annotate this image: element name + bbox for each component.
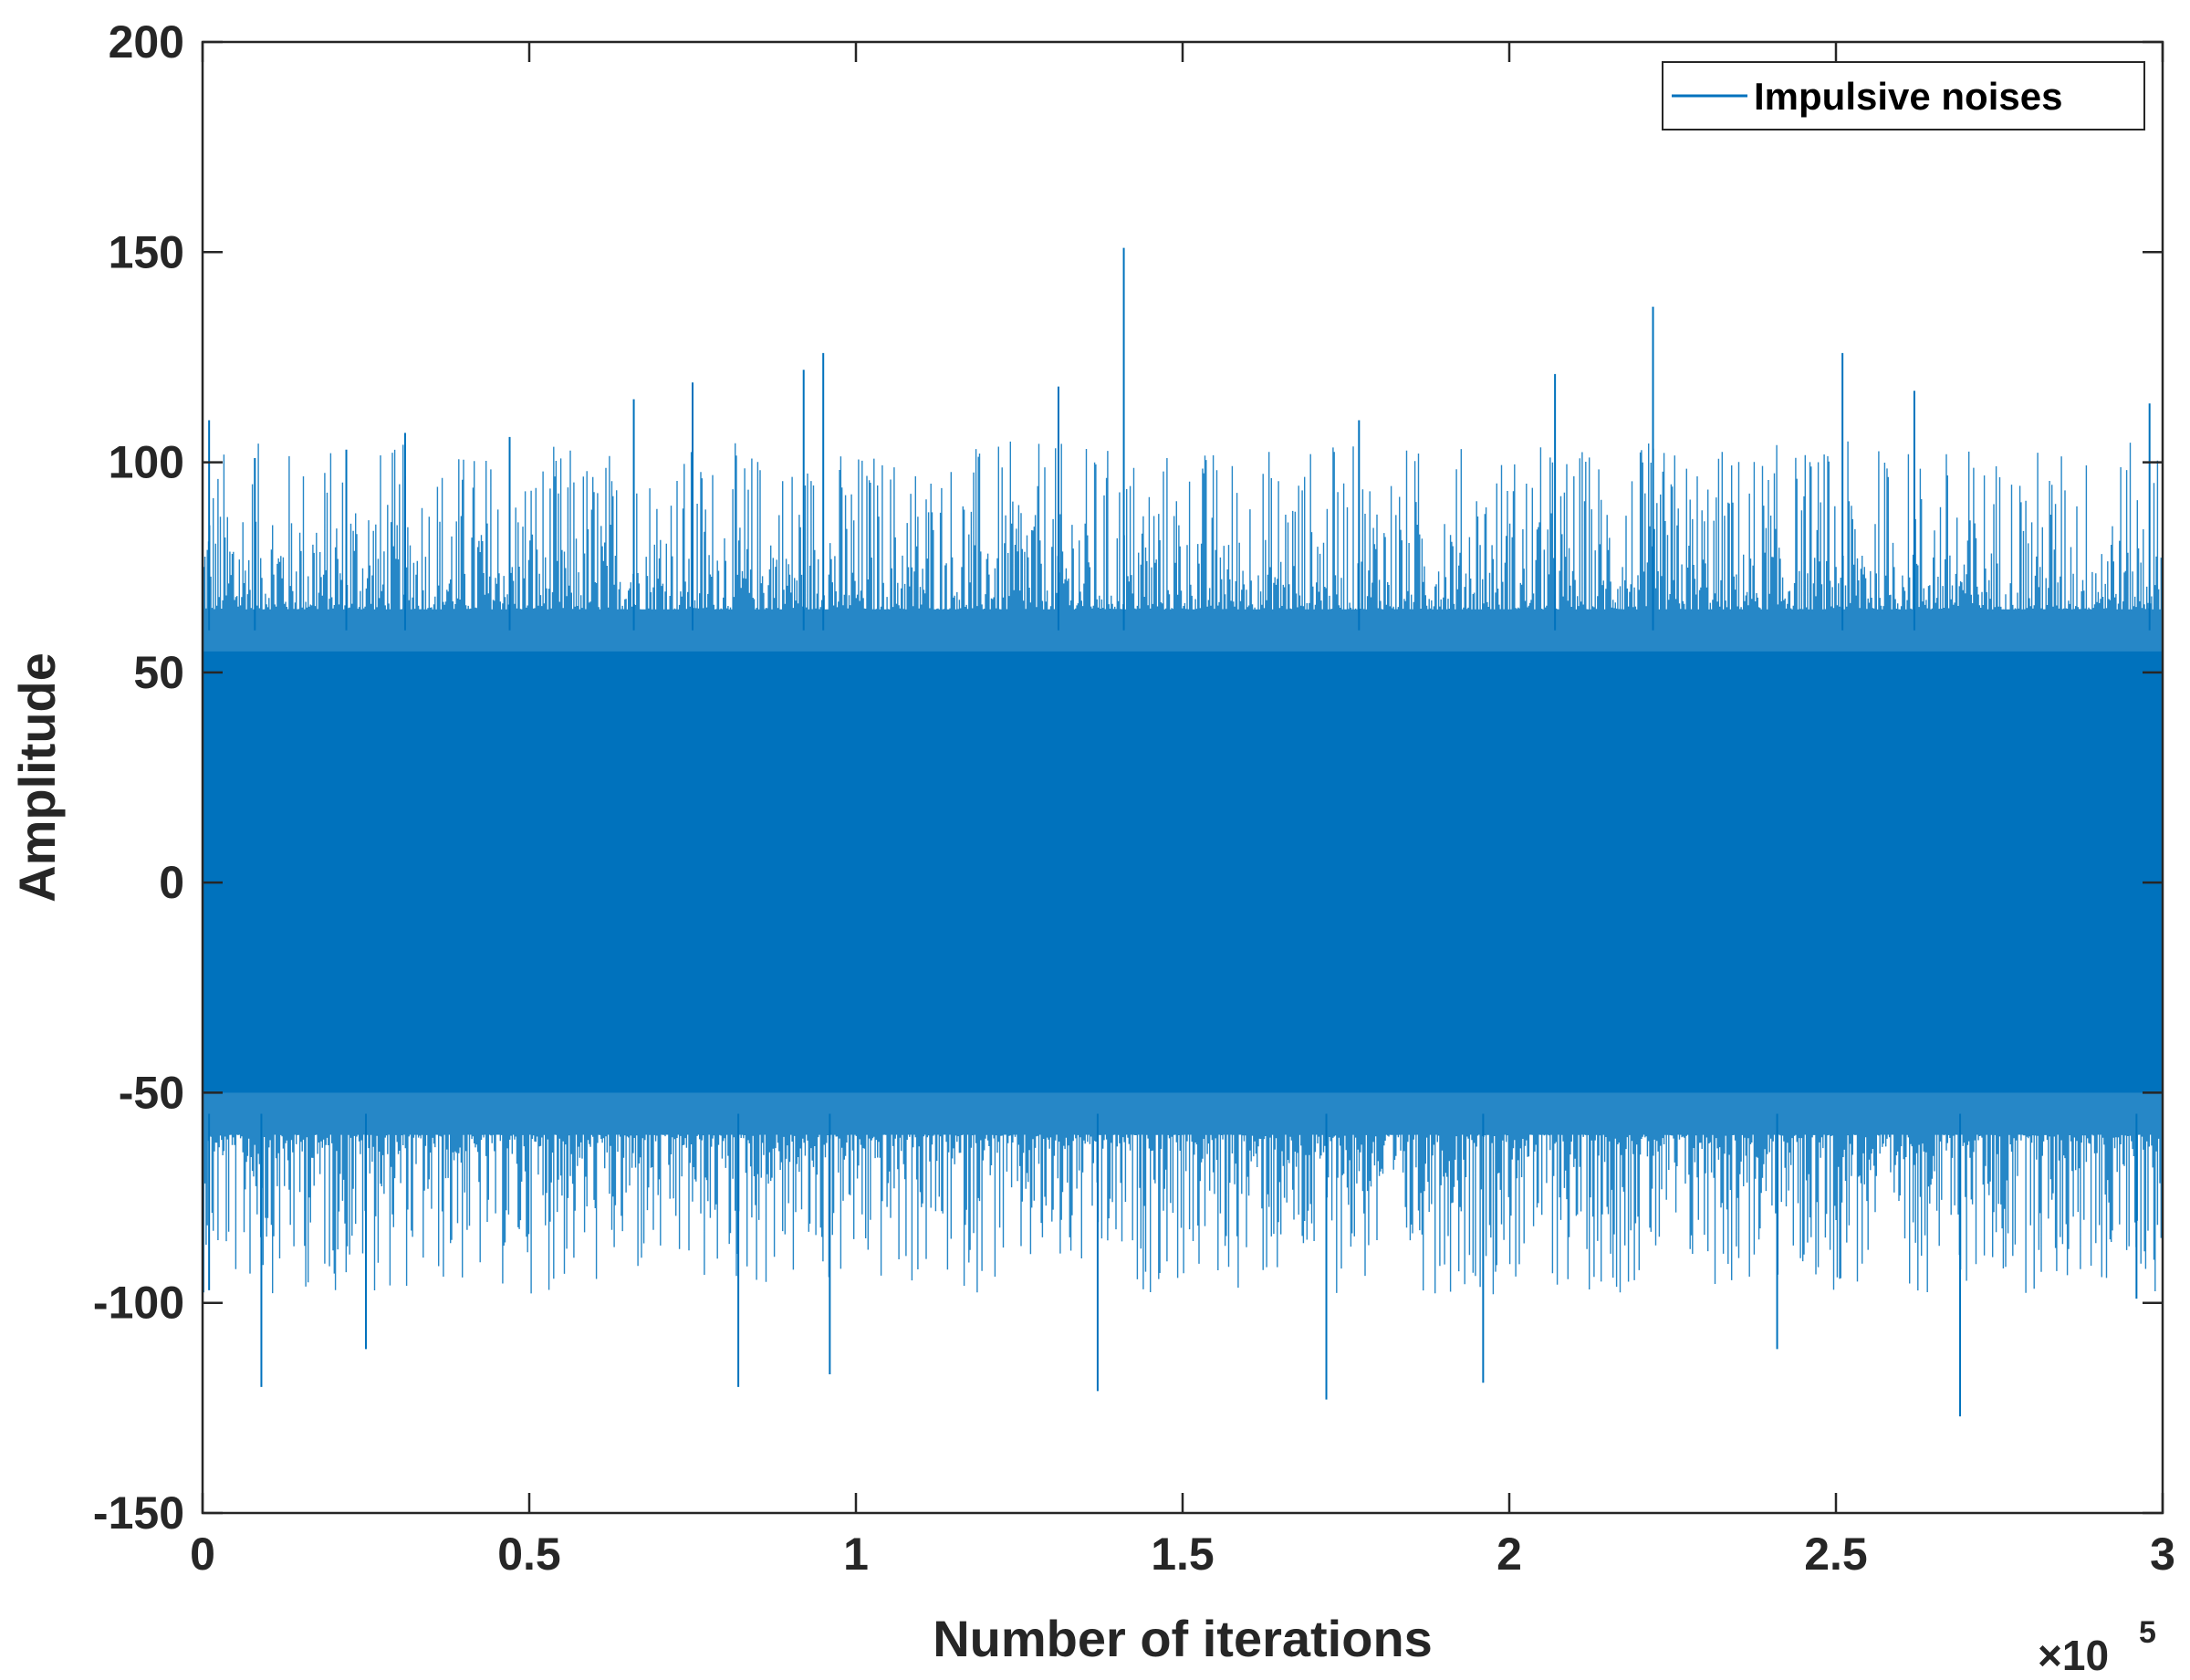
axis-ticks	[201, 40, 2164, 1515]
y-tick-label-1: -100	[93, 1278, 184, 1329]
legend-label: Impulsive noises	[1754, 75, 2062, 118]
x-tick-label-2: 1	[843, 1529, 869, 1580]
axis-tick-labels: 0 0.5 1 1.5 2 2.5 3 -150 -100 -50 0 50 100 150 200	[93, 16, 2175, 1580]
y-tick-label-4: 50	[133, 647, 184, 698]
y-tick-label-0: -150	[93, 1487, 184, 1539]
x-tick-label-1: 0.5	[497, 1529, 561, 1580]
legend-box	[1662, 61, 2145, 130]
plot-data-layer	[202, 247, 2164, 1417]
x-axis-exponent: ×10 5	[2038, 1615, 2156, 1679]
x-axis-title: Number of iterations	[933, 1610, 1433, 1667]
y-tick-label-7: 200	[109, 16, 184, 68]
y-axis-title: Amplitude	[8, 652, 66, 903]
x-tick-label-5: 2.5	[1804, 1529, 1868, 1580]
x-tick-label-6: 3	[2150, 1529, 2175, 1580]
x-tick-label-0: 0	[190, 1529, 215, 1580]
legend: Impulsive noises	[1662, 61, 2145, 130]
y-tick-label-5: 100	[109, 437, 184, 488]
noise-trace	[202, 441, 2164, 1295]
x-tick-label-4: 2	[1496, 1529, 1522, 1580]
x-exponent-power: 5	[2139, 1615, 2156, 1650]
y-tick-label-2: -50	[119, 1067, 184, 1118]
y-tick-label-3: 0	[159, 857, 184, 908]
y-tick-label-6: 150	[109, 226, 184, 277]
x-tick-label-3: 1.5	[1151, 1529, 1215, 1580]
x-exponent-base: ×10	[2038, 1632, 2109, 1679]
